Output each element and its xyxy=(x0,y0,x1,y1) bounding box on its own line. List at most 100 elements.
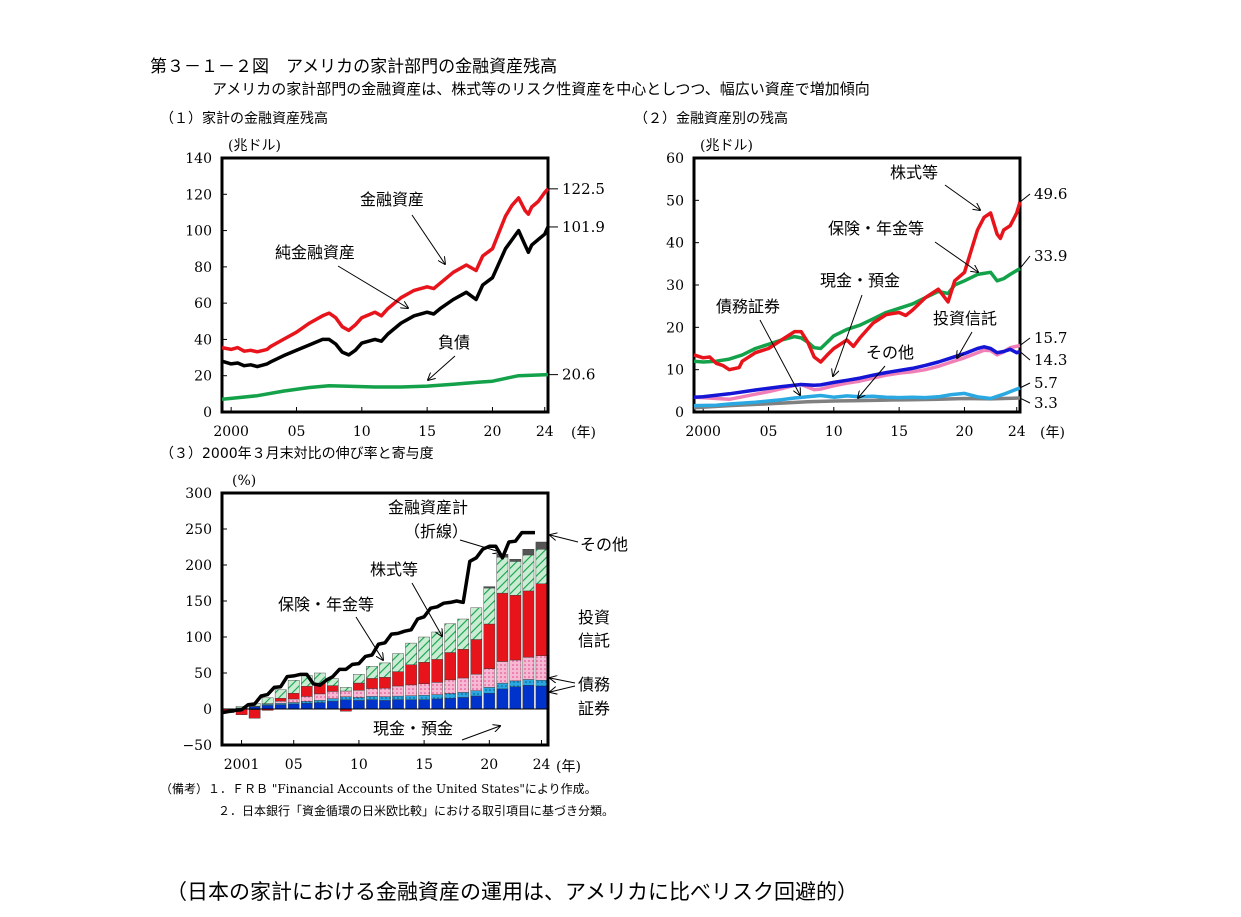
p1-xtick-label: 2000 xyxy=(213,424,249,440)
p3-bar-4-4 xyxy=(274,689,287,699)
p2-end-tick-5 xyxy=(1019,397,1031,404)
p3-annot-mutual-funds-1: 投資 xyxy=(578,608,610,627)
p3-total-line xyxy=(221,530,535,715)
p3-bar-4-3 xyxy=(261,697,274,704)
p3-bar-4-17 xyxy=(444,623,457,653)
p3-arrow-total xyxy=(459,539,500,552)
p3-bar-1-19 xyxy=(470,690,483,697)
p3-bar-2-18 xyxy=(457,677,470,693)
p3-bar-4-24 xyxy=(535,549,548,585)
panel1-title: （１）家計の金融資産残高 xyxy=(160,111,328,127)
p2-end-label-5: 3.3 xyxy=(1034,394,1058,412)
p3-bar-4-15 xyxy=(418,636,430,663)
p3-bar-2-16 xyxy=(431,682,444,695)
p1-xtick-label: 24 xyxy=(536,424,554,440)
p3-bar-1-8 xyxy=(327,698,339,702)
p2-arrow-mutual-funds xyxy=(957,331,973,358)
p2-ytick-label: 0 xyxy=(675,405,684,421)
p3-bar-1-17 xyxy=(444,693,457,699)
p3-bar-3-11 xyxy=(366,678,378,689)
p3-bar-2-6 xyxy=(301,696,313,702)
p3-bar-5-24 xyxy=(535,541,548,550)
p3-bar-4-18 xyxy=(457,618,470,650)
p3-bar-1-18 xyxy=(457,692,470,698)
p3-arrow-cash-deposits xyxy=(461,726,500,741)
p3-bar-1-15 xyxy=(418,695,430,700)
p1-xtick-label: 20 xyxy=(484,424,502,440)
p3-bar-3-19 xyxy=(470,639,483,675)
p1-annot-financial-assets: 金融資産 xyxy=(360,190,424,209)
p3-annot-others: その他 xyxy=(580,535,628,554)
p3-arrow-debt-1 xyxy=(550,678,576,684)
p1-plot-frame xyxy=(220,156,550,414)
p2-end-tick-2 xyxy=(1019,351,1031,361)
p3-annot-total: 金融資産計 xyxy=(388,498,468,517)
p3-bar-0-23 xyxy=(522,685,535,710)
p3-bar-3-23 xyxy=(522,590,535,658)
p3-annot-insurance-pension: 保険・年金等 xyxy=(278,595,374,614)
p3-xlabel: (年) xyxy=(556,759,581,775)
p2-annot-debt-securities: 債務証券 xyxy=(716,297,780,316)
p2-series-line-0 xyxy=(693,201,1022,372)
p3-bar-1-21 xyxy=(496,682,509,690)
p3-bar-3-18 xyxy=(457,649,470,679)
p3-bar-4-12 xyxy=(379,662,391,678)
p3-bar-0-15 xyxy=(418,699,430,710)
p3-bar-0-19 xyxy=(470,695,483,710)
p3-bar-0-17 xyxy=(444,698,457,710)
p3-bar-1-12 xyxy=(379,696,391,701)
p1-ytick-label: 40 xyxy=(194,332,212,348)
p3-ytick-label: 100 xyxy=(185,630,212,646)
p2-end-tick-4 xyxy=(1019,382,1031,389)
p3-bar-0-22 xyxy=(509,686,522,710)
p2-annot-equities: 株式等 xyxy=(890,163,938,182)
p1-end-label-0: 122.5 xyxy=(562,180,605,198)
p3-bar-4-14 xyxy=(405,642,417,665)
p3-bar-0-13 xyxy=(392,699,404,710)
p3-bar-5-22 xyxy=(509,559,522,562)
p3-bar-2-17 xyxy=(444,679,457,694)
p1-ytick-label: 20 xyxy=(194,369,212,385)
p2-annot-mutual-funds: 投資信託 xyxy=(933,309,997,328)
p2-xtick-label: 05 xyxy=(760,424,778,440)
p3-bar-4-19 xyxy=(470,607,483,640)
p3-bar-3-10 xyxy=(353,682,365,691)
p3-bar-1-13 xyxy=(392,695,404,700)
p2-arrow-others xyxy=(858,365,886,398)
p3-bar-2-23 xyxy=(522,657,535,680)
p3-bar-1-20 xyxy=(483,687,496,694)
figure-title: 第３－１－２図 アメリカの家計部門の金融資産残高 xyxy=(150,57,558,77)
p1-series-line-2 xyxy=(221,372,549,402)
p3-bar-3-12 xyxy=(379,677,391,689)
panel2-title: （２）金融資産別の残高 xyxy=(634,111,788,127)
p2-ytick-label: 20 xyxy=(666,320,684,336)
p1-xtick-label: 15 xyxy=(418,424,436,440)
p3-bar-1-6 xyxy=(301,701,313,704)
p3-ytick-label: 0 xyxy=(203,702,212,718)
p3-bar-4-9 xyxy=(340,687,352,692)
p2-end-label-1: 33.9 xyxy=(1034,247,1067,265)
p2-xlabel: (年) xyxy=(1040,425,1065,441)
p1-xtick-label: 05 xyxy=(288,424,306,440)
p3-bar-4-5 xyxy=(287,680,300,694)
p3-ytick-label: 200 xyxy=(185,558,212,574)
p3-bar-3-4 xyxy=(274,698,287,702)
p2-ytick-label: 10 xyxy=(666,363,684,379)
p3-bar-0-20 xyxy=(483,693,496,710)
p3-bar-3-21 xyxy=(496,592,509,662)
p2-end-tick-0 xyxy=(1019,193,1031,203)
p3-bar-1-16 xyxy=(431,694,444,700)
p3-bar-3-2 xyxy=(248,709,261,719)
p2-end-label-2: 14.3 xyxy=(1034,351,1067,369)
section-heading: （日本の家計における金融資産の運用は、アメリカに比べリスク回避的） xyxy=(166,880,858,904)
p2-end-label-3: 15.7 xyxy=(1034,329,1067,347)
p1-ytick-label: 100 xyxy=(185,224,212,240)
p3-bar-4-23 xyxy=(522,554,535,592)
p3-bar-4-20 xyxy=(483,587,496,625)
p1-ylabel: (兆ドル) xyxy=(228,138,281,154)
p1-end-label-2: 20.6 xyxy=(562,366,595,384)
p3-bar-1-7 xyxy=(314,700,326,703)
p3-bar-0-9 xyxy=(340,699,352,710)
p3-ytick-label: 250 xyxy=(185,522,212,538)
